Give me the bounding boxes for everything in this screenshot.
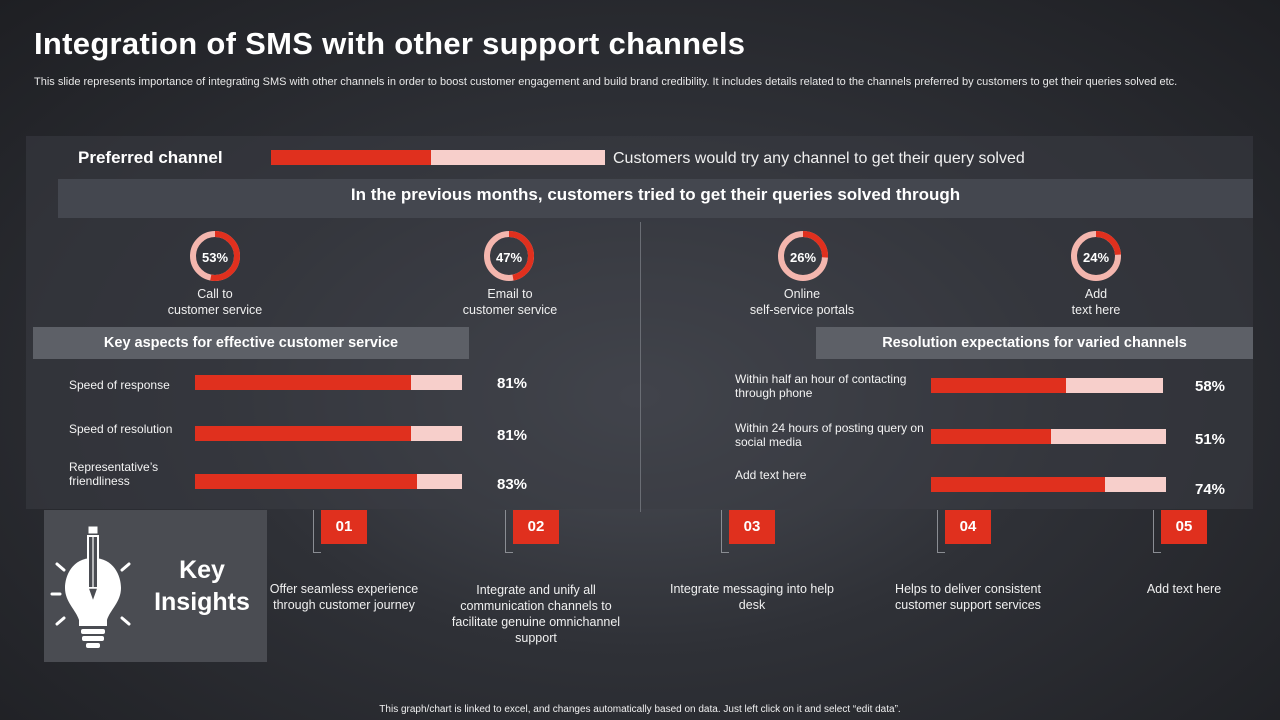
- insight-text: Helps to deliver consistent customer sup…: [895, 582, 1041, 612]
- resolution-heading: Resolution expectations for varied chann…: [816, 327, 1253, 359]
- donut-value-online: 26%: [789, 250, 817, 265]
- insight-number: 02: [513, 510, 559, 544]
- donut-chart-online: [778, 231, 828, 281]
- heading-band: [58, 179, 1253, 218]
- footer-note: This graph/chart is linked to excel, and…: [379, 704, 901, 715]
- preferred-channel-bar: [271, 150, 605, 165]
- channel-online: 26%: [776, 229, 830, 288]
- channel-label-line1: Add: [1084, 287, 1108, 301]
- aspect-bar: [195, 474, 462, 489]
- channel-label-add: Add text here: [1016, 286, 1176, 318]
- donut-value-call: 53%: [201, 250, 229, 265]
- vertical-divider: [640, 222, 641, 512]
- page-subtitle: This slide represents importance of inte…: [34, 76, 1178, 88]
- insight-connector: [505, 510, 513, 553]
- donut-chart-email: [484, 231, 534, 281]
- aspect-bar-fill: [195, 474, 417, 489]
- donut-chart-call: [190, 231, 240, 281]
- key-insights-title: Key Insights: [150, 554, 254, 618]
- channel-label-line1: Call to: [197, 287, 233, 301]
- insight-text: Integrate and unify all communication ch…: [451, 583, 621, 645]
- preferred-channel-text: Customers would try any channel to get t…: [613, 150, 1025, 167]
- aspect-label: Speed of resolution: [69, 422, 173, 436]
- channel-label-line1: Online: [783, 287, 821, 301]
- donut-value-add: 24%: [1082, 250, 1110, 265]
- resolution-value: 51%: [1195, 431, 1226, 448]
- aspect-bar: [195, 375, 462, 390]
- resolution-bar: [931, 378, 1163, 393]
- channel-email: 47%: [482, 229, 536, 288]
- aspect-value: 83%: [497, 476, 528, 493]
- resolution-value: 74%: [1195, 481, 1226, 498]
- aspect-bar-fill: [195, 375, 412, 390]
- channel-label-line2: self-service portals: [749, 303, 855, 317]
- insight-number: 04: [945, 510, 991, 544]
- insight-text: Add text here: [1146, 582, 1222, 596]
- donut-chart-add: [1071, 231, 1121, 281]
- channel-label-online: Online self-service portals: [722, 286, 882, 318]
- resolution-value: 58%: [1195, 378, 1226, 395]
- insight-number: 01: [321, 510, 367, 544]
- resolution-label: Within half an hour of contacting throug…: [735, 372, 907, 400]
- aspect-bar: [195, 426, 462, 441]
- aspect-label: Representative’s friendliness: [69, 460, 159, 488]
- preferred-channel-bar-fill: [271, 150, 432, 165]
- key-insights-line1: Key: [179, 556, 225, 584]
- resolution-bar-fill: [931, 477, 1105, 492]
- resolution-bar-fill: [931, 378, 1066, 393]
- insight-text: Integrate messaging into help desk: [670, 582, 834, 612]
- channel-label-line2: text here: [1071, 303, 1121, 317]
- resolution-label: Within 24 hours of posting query on soci…: [735, 421, 924, 449]
- insight-text: Offer seamless experience through custom…: [269, 582, 419, 612]
- lightbulb-icon: [50, 525, 131, 648]
- resolution-bar: [931, 477, 1166, 492]
- resolution-bar-fill: [931, 429, 1051, 444]
- channel-label-call: Call to customer service: [135, 286, 295, 318]
- aspect-bar-fill: [195, 426, 412, 441]
- page-title: Integration of SMS with other support ch…: [34, 26, 746, 61]
- channel-label-line1: Email to: [487, 287, 533, 301]
- donut-value-email: 47%: [495, 250, 523, 265]
- channel-call: 53%: [188, 229, 242, 288]
- aspect-value: 81%: [497, 375, 528, 392]
- channel-label-line2: customer service: [462, 303, 558, 317]
- resolution-bar: [931, 429, 1166, 444]
- preferred-channel-label: Preferred channel: [78, 148, 223, 167]
- insight-number: 05: [1161, 510, 1207, 544]
- insight-connector: [937, 510, 945, 553]
- key-insights-line2: Insights: [154, 588, 250, 616]
- insight-connector: [313, 510, 321, 553]
- resolution-label: Add text here: [735, 468, 807, 482]
- aspect-value: 81%: [497, 427, 528, 444]
- section-heading: In the previous months, customers tried …: [350, 185, 961, 204]
- insight-connector: [1153, 510, 1161, 553]
- channel-label-line2: customer service: [167, 303, 263, 317]
- aspect-label: Speed of response: [69, 378, 170, 392]
- insight-number: 03: [729, 510, 775, 544]
- insight-connector: [721, 510, 729, 553]
- aspects-heading: Key aspects for effective customer servi…: [33, 327, 469, 359]
- channel-label-email: Email to customer service: [430, 286, 590, 318]
- channel-add: 24%: [1069, 229, 1123, 288]
